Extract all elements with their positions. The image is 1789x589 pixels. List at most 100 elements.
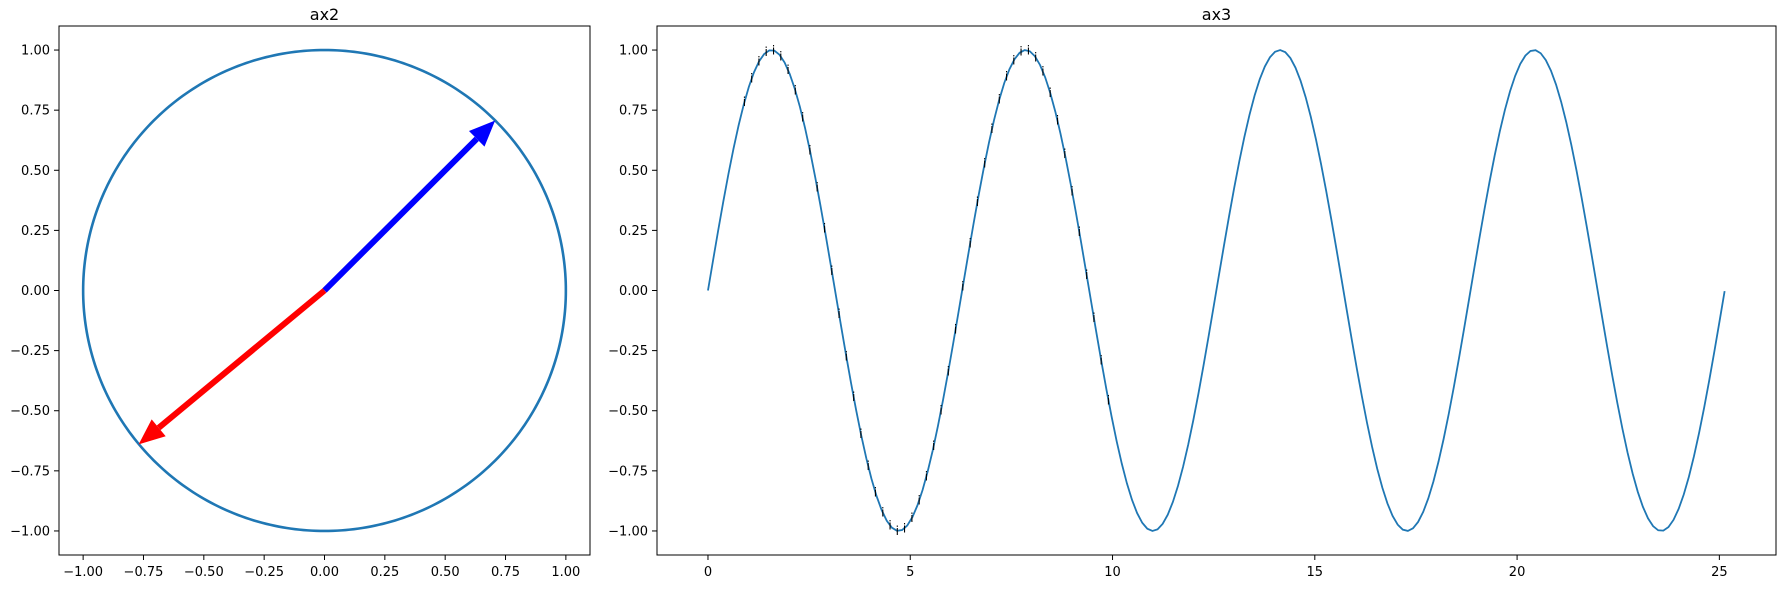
arrow-head bbox=[138, 419, 166, 445]
ax3-sine-series bbox=[707, 49, 1726, 532]
annotation-label: i bbox=[1092, 311, 1095, 325]
annotation-label: i bbox=[1041, 65, 1044, 79]
ax2-xtick-label: 0.00 bbox=[310, 565, 339, 580]
ax3-y-ticks: −1.00 −0.75 −0.50 −0.25 0.00 0.25 0.50 0.75 1.00 bbox=[608, 44, 657, 539]
ax2-xtick-label: 0.25 bbox=[370, 565, 399, 580]
annotation-label: i bbox=[823, 221, 826, 235]
annotation-label: i bbox=[932, 439, 935, 453]
ax3-ytick-label: −1.00 bbox=[608, 524, 648, 539]
ax3-xtick-label: 0 bbox=[704, 565, 712, 580]
ax2-xtick-label: −0.25 bbox=[244, 565, 284, 580]
ax3-xtick-label: 20 bbox=[1509, 565, 1526, 580]
annotation-label: i bbox=[837, 307, 840, 321]
annotation-label: i bbox=[794, 84, 797, 98]
ax3-ytick-label: −0.75 bbox=[608, 464, 648, 479]
ax2-y-ticks: −1.00 −0.75 −0.50 −0.25 0.00 0.25 0.50 0.75 1.00 bbox=[10, 44, 59, 539]
arrow-shaft bbox=[322, 136, 479, 293]
annotation-label: i bbox=[939, 404, 942, 418]
annotation-label: i bbox=[779, 49, 782, 63]
annotation-label: i bbox=[888, 519, 891, 533]
arrow-shaft bbox=[156, 288, 327, 431]
annotation-label: i bbox=[961, 279, 964, 293]
ax2-ytick-label: 0.00 bbox=[21, 284, 50, 299]
annotation-label: i bbox=[910, 511, 913, 525]
annotation-label: i bbox=[743, 95, 746, 109]
annotation-label: i bbox=[976, 195, 979, 209]
annotation-label: i bbox=[1063, 147, 1066, 161]
annotation-label: i bbox=[830, 264, 833, 278]
ax2-plot-area bbox=[81, 48, 568, 533]
annotation-label: i bbox=[990, 122, 993, 136]
ax3-xtick-label: 25 bbox=[1711, 565, 1728, 580]
annotation-label: i bbox=[1085, 268, 1088, 282]
annotation-label: i bbox=[1049, 86, 1052, 100]
annotation-label: i bbox=[772, 43, 775, 57]
annotation-label: i bbox=[816, 181, 819, 195]
ax3-xtick-label: 10 bbox=[1104, 565, 1121, 580]
ax3-xtick-label: 15 bbox=[1307, 565, 1324, 580]
annotation-label: i bbox=[859, 427, 862, 441]
ax2-xtick-label: 0.75 bbox=[491, 565, 520, 580]
ax3-xtick-label: 5 bbox=[906, 565, 914, 580]
ax2-title: ax2 bbox=[310, 5, 339, 24]
annotation-label: i bbox=[917, 494, 920, 508]
chart-ax2: ax2 −1.00 −0.75 −0.50 −0.25 0.00 0.25 0.50 0.75… bbox=[10, 5, 591, 580]
annotation-label: i bbox=[998, 93, 1001, 107]
ax2-ytick-label: −0.75 bbox=[10, 464, 50, 479]
annotation-label: i bbox=[954, 323, 957, 337]
annotation-label: i bbox=[874, 486, 877, 500]
annotation-label: i bbox=[765, 45, 768, 59]
ax3-ytick-label: 1.00 bbox=[619, 44, 648, 59]
annotation-label: i bbox=[867, 459, 870, 473]
annotation-label: i bbox=[983, 156, 986, 170]
ax3-title: ax3 bbox=[1202, 5, 1231, 24]
annotation-label: i bbox=[852, 390, 855, 404]
annotation-label: i bbox=[925, 469, 928, 483]
ax2-arrow-blue bbox=[322, 120, 496, 293]
ax3-ytick-label: −0.25 bbox=[608, 344, 648, 359]
ax2-ytick-label: 1.00 bbox=[21, 44, 50, 59]
arrow-head bbox=[468, 120, 496, 147]
ax2-xtick-label: 0.50 bbox=[431, 565, 460, 580]
ax3-ytick-label: 0.00 bbox=[619, 284, 648, 299]
annotation-label: i bbox=[750, 71, 753, 85]
annotation-label: i bbox=[801, 111, 804, 125]
annotation-label: i bbox=[757, 55, 760, 69]
ax2-xtick-label: −1.00 bbox=[63, 565, 103, 580]
chart-ax3: ax3 0 5 10 15 20 25 −1.00 −0.75 −0.50 −0.25 0.00 0… bbox=[608, 5, 1777, 580]
ax2-ytick-label: −1.00 bbox=[10, 524, 50, 539]
ax3-x-ticks: 0 5 10 15 20 25 bbox=[704, 555, 1728, 580]
ax2-xtick-label: −0.50 bbox=[184, 565, 224, 580]
ax2-ytick-label: 0.25 bbox=[21, 224, 50, 239]
ax3-ytick-label: 0.75 bbox=[619, 104, 648, 119]
annotation-label: i bbox=[1034, 50, 1037, 64]
ax2-x-ticks: −1.00 −0.75 −0.50 −0.25 0.00 0.25 0.50 0.75 1.00 bbox=[63, 555, 580, 580]
ax3-ytick-label: 0.25 bbox=[619, 224, 648, 239]
annotation-label: i bbox=[1070, 184, 1073, 198]
ax2-ytick-label: 0.75 bbox=[21, 104, 50, 119]
annotation-label: i bbox=[1027, 44, 1030, 58]
annotation-label: i bbox=[1100, 353, 1103, 367]
annotation-label: i bbox=[903, 521, 906, 535]
ax2-arrow-red bbox=[138, 288, 327, 445]
annotation-label: i bbox=[1078, 225, 1081, 239]
ax3-ytick-label: −0.50 bbox=[608, 404, 648, 419]
annotation-label: i bbox=[968, 236, 971, 250]
ax2-circle-series bbox=[81, 48, 568, 533]
ax3-ytick-label: 0.50 bbox=[619, 164, 648, 179]
annotation-label: i bbox=[881, 506, 884, 520]
annotation-label: i bbox=[896, 524, 899, 538]
ax2-xtick-label: 1.00 bbox=[551, 565, 580, 580]
annotation-label: i bbox=[1056, 114, 1059, 128]
ax2-ytick-label: 0.50 bbox=[21, 164, 50, 179]
annotation-label: i bbox=[1012, 53, 1015, 67]
annotation-label: i bbox=[947, 364, 950, 378]
annotation-label: i bbox=[786, 63, 789, 77]
annotation-label: i bbox=[1107, 394, 1110, 408]
ax2-ytick-label: −0.50 bbox=[10, 404, 50, 419]
ax2-xtick-label: −0.75 bbox=[124, 565, 164, 580]
ax2-ytick-label: −0.25 bbox=[10, 344, 50, 359]
